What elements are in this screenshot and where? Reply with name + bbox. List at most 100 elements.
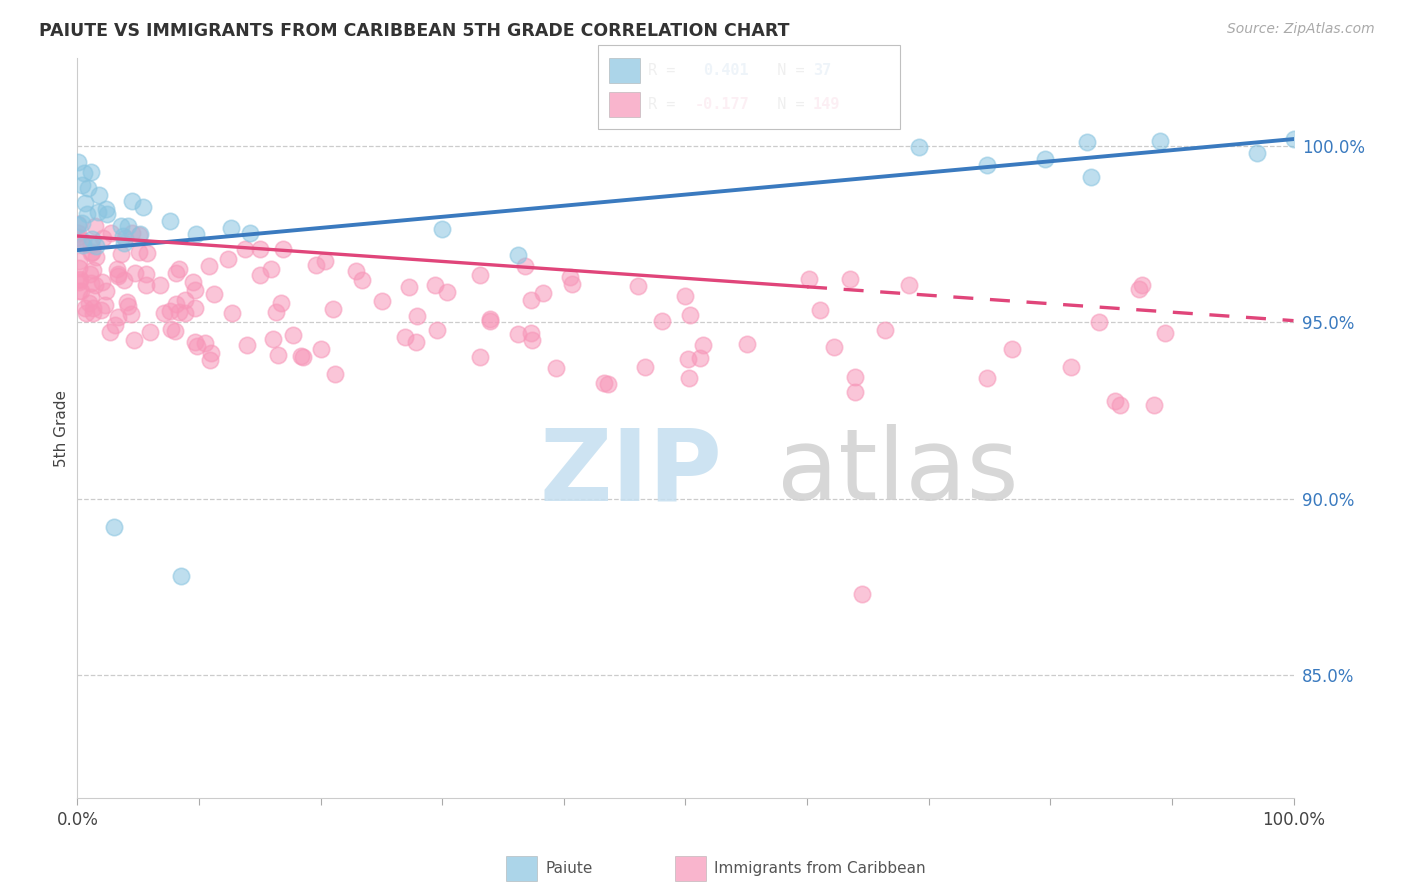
Point (80, 290, 103, 304)
Point (107, 269, 129, 284)
Point (260, 262, 283, 277)
Point (1154, 326, 1177, 341)
Point (107, 267, 129, 281)
Point (174, 293, 197, 308)
Point (186, 339, 208, 353)
Point (249, 242, 271, 256)
Point (560, 269, 582, 284)
Point (198, 353, 221, 368)
Point (167, 262, 190, 277)
Point (851, 587, 873, 601)
Point (264, 305, 287, 319)
Point (238, 227, 260, 241)
Point (468, 268, 491, 282)
Point (135, 245, 157, 260)
Point (69, 272, 91, 286)
Point (72, 238, 94, 252)
Point (114, 230, 136, 244)
Point (67, 273, 90, 287)
Point (124, 266, 146, 280)
Point (82, 305, 104, 319)
Point (309, 343, 332, 357)
Point (122, 333, 145, 347)
Point (89, 188, 111, 202)
Point (470, 351, 492, 365)
Point (506, 248, 529, 262)
Point (98, 325, 121, 339)
Text: Immigrants from Caribbean: Immigrants from Caribbean (714, 862, 927, 876)
Point (907, 139, 929, 153)
Point (1149, 134, 1171, 148)
Point (627, 279, 650, 293)
Point (735, 337, 758, 351)
Point (100, 226, 122, 240)
Point (479, 311, 502, 326)
Point (66, 230, 89, 244)
Point (897, 278, 920, 293)
Point (104, 318, 127, 333)
Point (352, 273, 374, 287)
Point (844, 370, 866, 384)
Point (596, 376, 619, 391)
Point (398, 279, 420, 293)
Text: Paiute: Paiute (546, 862, 593, 876)
Point (165, 297, 187, 311)
Point (110, 246, 132, 260)
Point (120, 308, 142, 322)
Point (1108, 398, 1130, 412)
Point (112, 228, 135, 243)
Text: ZIP: ZIP (540, 424, 723, 521)
Point (233, 242, 256, 256)
Point (80, 237, 103, 252)
Point (479, 314, 502, 328)
Point (673, 288, 696, 302)
Point (204, 287, 226, 301)
Point (121, 194, 143, 208)
Point (592, 376, 614, 391)
Point (82, 262, 104, 277)
Point (84, 278, 107, 293)
Point (976, 158, 998, 172)
Point (105, 262, 128, 277)
Point (72, 236, 94, 251)
Point (1076, 135, 1098, 149)
Point (149, 277, 172, 292)
Point (67, 219, 90, 233)
Point (634, 360, 657, 375)
Point (305, 258, 328, 272)
Point (112, 273, 135, 287)
Point (69, 284, 91, 298)
Point (292, 351, 315, 365)
Point (135, 267, 157, 281)
Point (236, 337, 259, 351)
Point (533, 286, 555, 301)
Point (67, 285, 90, 299)
Point (165, 266, 187, 280)
Point (67, 226, 90, 240)
Point (678, 370, 700, 384)
Point (197, 259, 219, 273)
Point (91, 231, 114, 245)
Point (267, 348, 290, 362)
Point (676, 352, 699, 367)
Point (73, 165, 96, 179)
Point (67, 260, 90, 275)
Point (112, 236, 135, 251)
Point (249, 268, 271, 283)
Point (66, 155, 89, 169)
Point (135, 278, 157, 293)
Point (838, 272, 860, 286)
Point (1001, 342, 1024, 356)
Point (844, 385, 866, 400)
Point (432, 222, 454, 236)
Point (1033, 152, 1056, 166)
Point (875, 323, 897, 337)
Point (79, 276, 101, 290)
Point (159, 214, 181, 228)
Point (679, 308, 702, 322)
Point (221, 305, 243, 319)
Point (314, 254, 336, 268)
Point (184, 334, 207, 349)
Point (544, 360, 567, 375)
Point (270, 296, 292, 310)
